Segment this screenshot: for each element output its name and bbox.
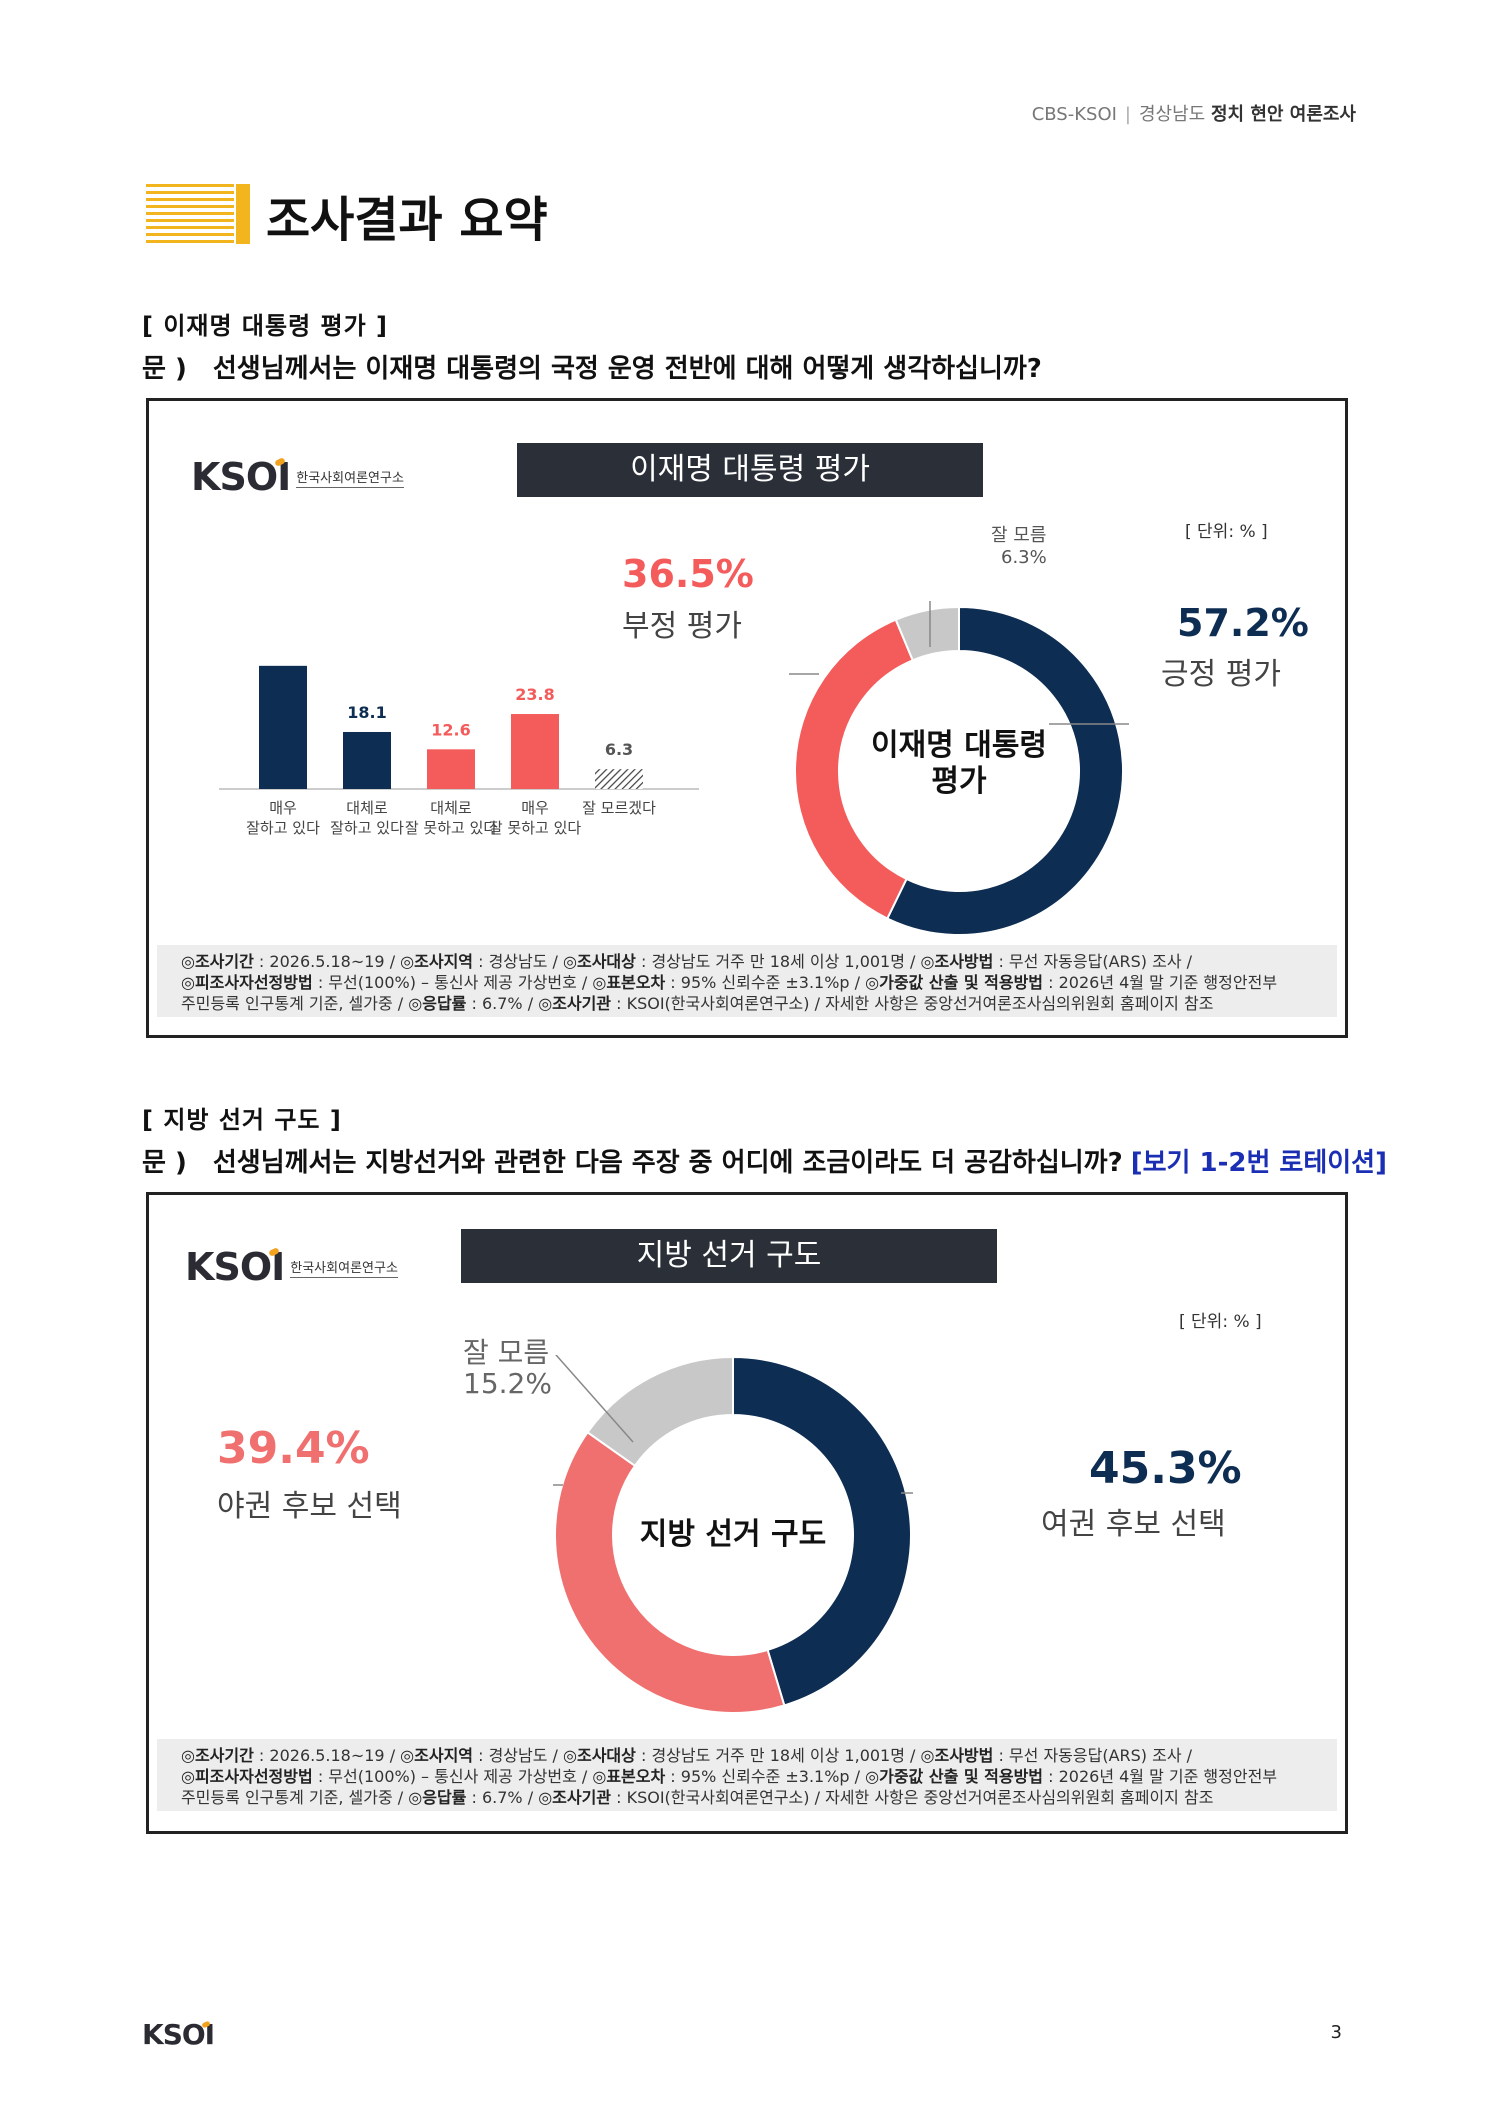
bar-category-label: 잘하고 있다 <box>330 819 404 837</box>
section-label-2: [ 지방 선거 구도 ] <box>142 1106 342 1134</box>
bar-category-label: 잘 모르겠다 <box>582 799 656 817</box>
bar-category-label: 대체로 <box>430 799 472 817</box>
dk-pct: 6.3% <box>1001 547 1047 568</box>
question-prefix: 문 ) <box>142 1148 187 1178</box>
chart-title: 이재명 대통령 평가 <box>517 443 983 497</box>
header-org: CBS-KSOI <box>1031 104 1117 125</box>
ksoi-logo: KSOI 한국사회여론연구소 <box>185 1245 398 1289</box>
page-header: CBS-KSOI | 경상남도 정치 현안 여론조사 <box>1031 104 1356 125</box>
bar-category-label: 잘 못하고 있다 <box>489 819 582 837</box>
bar-value-label: 23.8 <box>515 685 554 704</box>
opposition-label: 야권 후보 선택 <box>217 1489 402 1524</box>
footnote-box: ◎조사기간 : 2026.5.18~19 / ◎조사지역 : 경상남도 / ◎조… <box>157 1739 1337 1811</box>
positive-pct: 57.2% <box>1177 601 1309 645</box>
question-2: 문 ) 선생님께서는 지방선거와 관련한 다음 주장 중 어디에 조금이라도 더 … <box>142 1142 1387 1179</box>
dk-label: 잘 모름 <box>991 525 1047 546</box>
title-marker-icon <box>146 184 250 244</box>
ruling-pct: 45.3% <box>1089 1443 1242 1494</box>
donut-center-label: 이재명 대통령 평가 <box>870 728 1048 799</box>
donut-slice-0 <box>885 605 1124 936</box>
question-prefix: 문 ) <box>142 354 187 384</box>
bar-category-label: 매우 <box>521 799 549 817</box>
dk-label: 잘 모름 <box>463 1336 550 1369</box>
footer-logo: KSOI <box>142 2018 215 2051</box>
donut-center-label: 지방 선거 구도 <box>639 1517 827 1552</box>
bar-0 <box>259 665 307 789</box>
donut-slice-1 <box>554 1430 786 1714</box>
page-title: 조사결과 요약 <box>266 192 548 248</box>
donut-chart-election <box>553 1355 913 1714</box>
donut-slice-2 <box>894 605 960 662</box>
donut-slice-1 <box>794 618 915 920</box>
section-label-1: [ 이재명 대통령 평가 ] <box>142 312 388 340</box>
bar-value-label: 6.3 <box>605 740 633 759</box>
question-text: 선생님께서는 지방선거와 관련한 다음 주장 중 어디에 조금이라도 더 공감하… <box>212 1148 1123 1178</box>
ruling-label: 여권 후보 선택 <box>1041 1507 1226 1542</box>
question-text: 선생님께서는 이재명 대통령의 국정 운영 전반에 대해 어떻게 생각하십니까? <box>212 354 1042 384</box>
chart-panel-election: KSOI 한국사회여론연구소 지방 선거 구도 [ 단위: % ] 지방 선거 구… <box>146 1192 1348 1834</box>
bar-value-label: 18.1 <box>347 703 386 722</box>
bar-1 <box>343 731 391 789</box>
bar-category-label: 잘 못하고 있다 <box>405 819 498 837</box>
bar-category-label: 매우 <box>269 799 297 817</box>
bar-value-label: 12.6 <box>431 720 470 739</box>
donut-chart-president <box>789 601 1129 936</box>
unit-label: [ 단위: % ] <box>1185 522 1268 542</box>
footnote-box: ◎조사기간 : 2026.5.18~19 / ◎조사지역 : 경상남도 / ◎조… <box>157 945 1337 1017</box>
negative-label: 부정 평가 <box>622 609 742 644</box>
header-region: 경상남도 <box>1139 104 1206 125</box>
positive-label: 긍정 평가 <box>1161 657 1281 692</box>
dk-pct: 15.2% <box>463 1367 552 1400</box>
donut-slice-2 <box>586 1355 734 1468</box>
question-note: [보기 1-2번 로테이션] <box>1130 1148 1387 1178</box>
bar-4 <box>595 769 643 789</box>
header-topic: 정치 현안 여론조사 <box>1210 104 1356 125</box>
bar-category-label: 대체로 <box>346 799 388 817</box>
bar-3 <box>511 714 559 789</box>
page-number: 3 <box>1330 2022 1342 2043</box>
question-1: 문 ) 선생님께서는 이재명 대통령의 국정 운영 전반에 대해 어떻게 생각하십… <box>142 348 1042 385</box>
bar-2 <box>427 749 475 789</box>
chart-title: 지방 선거 구도 <box>461 1229 997 1283</box>
bar-category-label: 잘하고 있다 <box>246 819 320 837</box>
unit-label: [ 단위: % ] <box>1179 1312 1262 1332</box>
opposition-pct: 39.4% <box>217 1423 370 1474</box>
ksoi-logo: KSOI 한국사회여론연구소 <box>191 455 404 499</box>
negative-pct: 36.5% <box>622 552 754 596</box>
donut-slice-0 <box>732 1355 912 1707</box>
